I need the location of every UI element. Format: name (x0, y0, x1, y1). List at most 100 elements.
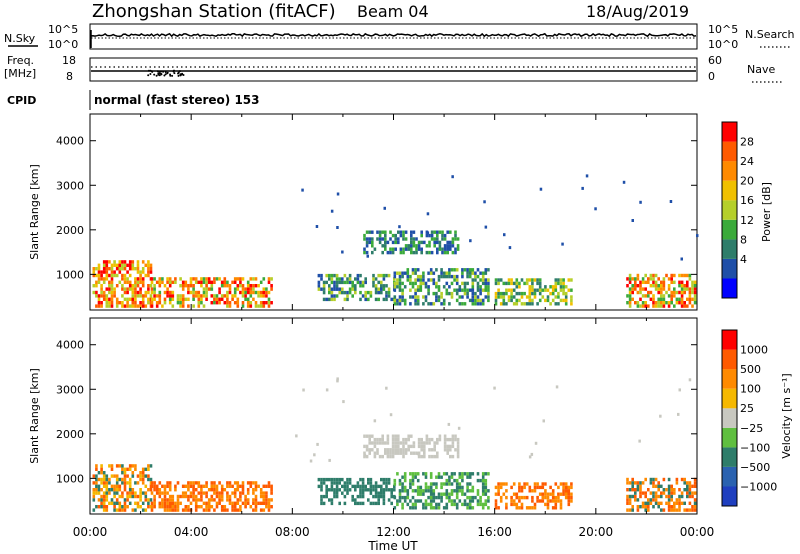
range-gate-cell (322, 481, 326, 485)
range-gate-cell (461, 288, 464, 292)
range-gate-cell (121, 505, 124, 509)
range-gate-cell (155, 484, 159, 488)
range-gate-cell (432, 281, 436, 286)
range-gate-cell (128, 267, 132, 271)
range-gate-cell (121, 464, 124, 468)
range-gate-cell (402, 441, 405, 445)
range-gate-cell (134, 267, 137, 271)
range-gate-cell (141, 474, 145, 478)
range-gate-cell (476, 478, 480, 483)
range-gate-cell (391, 444, 395, 449)
range-gate-cell (100, 477, 103, 482)
range-gate-cell (343, 297, 347, 302)
range-gate-cell (147, 270, 150, 274)
range-gate-cell (432, 489, 436, 493)
range-gate-cell (440, 274, 443, 279)
range-gate-cell (320, 498, 323, 502)
range-gate-cell (401, 489, 404, 493)
range-gate-cell (399, 441, 403, 445)
range-gate-cell (265, 484, 268, 488)
colorbar-tick: 25 (740, 402, 754, 415)
range-gate-cell (189, 280, 193, 284)
range-gate-cell (231, 508, 234, 512)
range-gate-cell (437, 298, 441, 303)
range-gate-cell (481, 472, 485, 476)
range-gate-cell (92, 284, 96, 288)
range-gate-cell (153, 294, 156, 298)
range-gate-cell (150, 508, 154, 512)
range-gate-cell (562, 489, 565, 493)
range-gate-cell (200, 498, 203, 502)
range-gate-cell (422, 502, 425, 507)
range-gate-cell (680, 294, 684, 298)
range-gate-cell (368, 434, 371, 438)
range-gate-cell (328, 284, 331, 288)
range-gate-cell (494, 499, 498, 503)
range-gate-cell (683, 301, 686, 305)
range-gate-cell (168, 498, 172, 502)
range-gate-cell (369, 481, 373, 485)
range-gate-cell (348, 488, 352, 492)
range-gate-cell (484, 268, 488, 272)
range-gate-cell (118, 301, 122, 305)
range-gate-cell (481, 302, 485, 306)
range-gate-cell (673, 290, 676, 295)
range-gate-cell (359, 484, 362, 489)
range-gate-cell (419, 285, 423, 289)
range-gate-cell (520, 291, 524, 296)
range-gate-cell (660, 287, 663, 291)
range-gate-cell (458, 475, 462, 479)
range-gate-cell (139, 498, 142, 502)
range-gate-cell (158, 294, 162, 298)
range-gate-cell (328, 498, 331, 502)
range-gate-cell (419, 485, 423, 490)
range-gate-cell (675, 481, 679, 485)
range-gate-cell (406, 489, 410, 493)
range-gate-cell (393, 495, 397, 500)
range-gate-cell (252, 481, 255, 485)
range-gate-cell (147, 501, 150, 505)
range-gate-cell (430, 448, 434, 452)
range-gate-cell (92, 498, 96, 502)
range-gate-cell (382, 287, 386, 291)
range-gate-cell (628, 290, 632, 295)
range-gate-cell (139, 494, 142, 499)
range-gate-cell (295, 434, 298, 438)
range-gate-cell (192, 488, 195, 492)
range-gate-cell (557, 495, 560, 500)
range-gate-cell (131, 260, 135, 264)
range-gate-cell (562, 482, 565, 486)
range-gate-cell (686, 481, 689, 485)
range-gate-cell (445, 495, 449, 500)
range-gate-cell (393, 484, 396, 489)
range-gate-cell (531, 291, 534, 296)
range-gate-cell (166, 498, 169, 502)
range-gate-cell (136, 280, 140, 284)
range-gate-cell (354, 498, 357, 502)
range-gate-cell (631, 494, 634, 499)
range-gate-cell (657, 290, 660, 295)
range-gate-cell (259, 301, 263, 305)
range-gate-cell (377, 491, 380, 495)
range-gate-cell (567, 495, 571, 500)
range-gate-cell (136, 294, 140, 298)
range-gate-cell (378, 237, 382, 241)
range-gate-cell (121, 508, 124, 512)
range-gate-cell (171, 297, 175, 301)
range-gate-cell (420, 444, 423, 449)
xtick-label: 20:00 (579, 525, 614, 539)
range-gate-cell (675, 501, 679, 505)
range-gate-cell (105, 508, 109, 512)
range-gate-cell (649, 277, 653, 281)
range-gate-cell (407, 247, 410, 251)
range-gate-cell (445, 478, 449, 483)
range-gate-cell (189, 491, 193, 495)
range-gate-cell (433, 441, 436, 445)
range-gate-cell (210, 284, 214, 288)
range-gate-cell (393, 288, 397, 292)
range-gate-cell (479, 271, 482, 275)
range-gate-cell (449, 244, 452, 248)
range-gate-cell (267, 301, 271, 305)
range-gate-cell (115, 498, 119, 502)
